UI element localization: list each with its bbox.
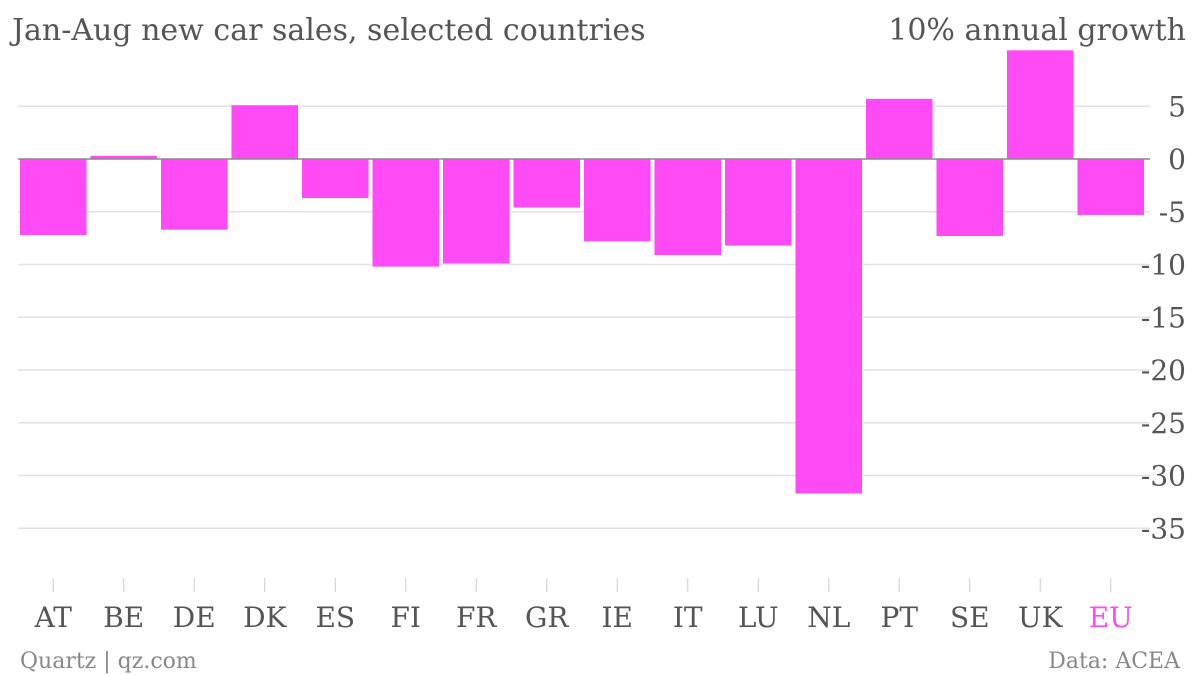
- bars: [20, 50, 1144, 494]
- bar-es: [302, 159, 369, 199]
- x-tick-label-de: DE: [173, 601, 216, 634]
- y-axis-label: 10% annual growth: [888, 13, 1186, 48]
- bar-fr: [443, 159, 510, 264]
- x-tick-label-lu: LU: [738, 601, 779, 634]
- bar-fi: [372, 159, 439, 267]
- y-tick-label: -35: [1141, 512, 1186, 545]
- bar-de: [161, 159, 228, 230]
- y-tick-label: -15: [1141, 301, 1186, 334]
- y-axis-ticks: 5 0 -5 -10 -15 -20 -25 -30 -35: [1141, 90, 1186, 545]
- bar-se: [936, 159, 1003, 237]
- x-tick-label-dk: DK: [243, 601, 287, 634]
- bar-nl: [795, 159, 862, 494]
- x-tick-label-nl: NL: [807, 601, 850, 634]
- bar-gr: [513, 159, 580, 208]
- x-tick-label-gr: GR: [525, 601, 569, 634]
- x-tick-label-it: IT: [673, 601, 703, 634]
- bar-it: [654, 159, 721, 256]
- y-tick-label: -5: [1159, 196, 1186, 229]
- bar-lu: [725, 159, 792, 246]
- bar-dk: [231, 105, 298, 159]
- bar-pt: [866, 98, 933, 159]
- data-source: Data: ACEA: [1048, 649, 1181, 674]
- bar-at: [20, 159, 87, 235]
- source-credit: Quartz | qz.com: [20, 649, 197, 674]
- x-axis-ticks: AT BE DE DK ES FI FR GR IE IT LU NL PT SE UK EU: [34, 578, 1133, 634]
- bar-ie: [584, 159, 651, 242]
- x-tick-label-fr: FR: [456, 601, 497, 634]
- x-tick-label-fi: FI: [391, 601, 422, 634]
- x-tick-label-es: ES: [315, 601, 355, 634]
- y-tick-label: -30: [1141, 460, 1186, 493]
- bar-eu: [1077, 159, 1144, 215]
- x-tick-label-at: AT: [34, 601, 73, 634]
- bar-uk: [1007, 50, 1074, 159]
- x-tick-label-se: SE: [950, 601, 990, 634]
- x-tick-label-be: BE: [103, 601, 144, 634]
- y-tick-label: 5: [1168, 90, 1186, 123]
- x-tick-label-pt: PT: [880, 601, 918, 634]
- bar-be: [90, 155, 157, 159]
- x-tick-label-ie: IE: [602, 601, 634, 634]
- chart-title: Jan-Aug new car sales, selected countrie…: [9, 13, 646, 48]
- y-tick-label: -10: [1141, 249, 1186, 282]
- x-tick-label-eu: EU: [1089, 601, 1133, 634]
- y-tick-label: -25: [1141, 407, 1186, 440]
- y-tick-label: 0: [1168, 143, 1186, 176]
- x-tick-label-uk: UK: [1018, 601, 1064, 634]
- y-tick-label: -20: [1141, 354, 1186, 387]
